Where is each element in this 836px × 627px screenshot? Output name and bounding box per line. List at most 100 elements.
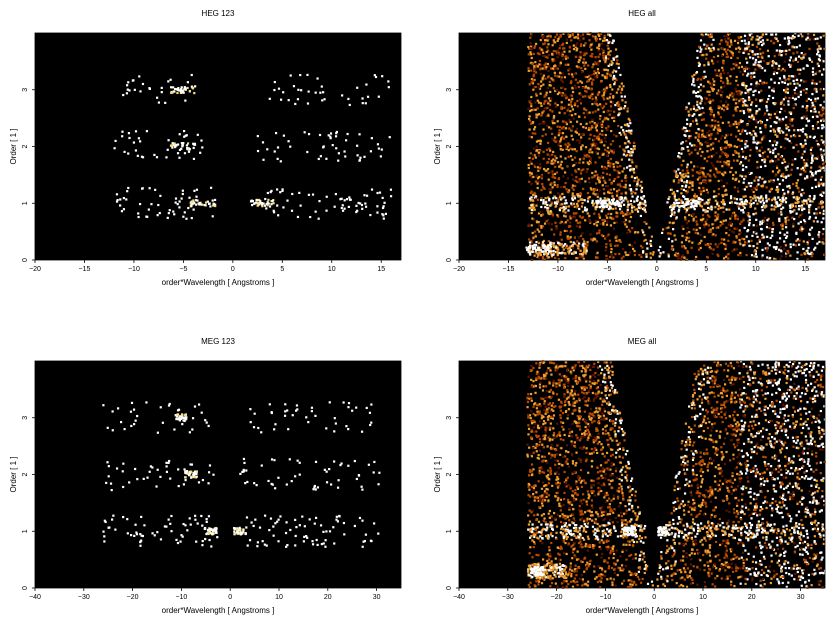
heatmap-cell: [810, 255, 813, 258]
heatmap-cell: [190, 216, 193, 220]
heatmap-cell: [548, 244, 551, 247]
heatmap-cell: [708, 130, 711, 133]
heatmap-cell: [811, 159, 814, 162]
heatmap-cell: [531, 245, 535, 249]
heatmap-cell: [694, 136, 697, 139]
heatmap-cell: [536, 186, 539, 190]
heatmap-cell: [716, 253, 719, 256]
heatmap-cell: [106, 426, 109, 429]
heatmap-cell: [699, 193, 703, 196]
heatmap-cell: [717, 226, 720, 229]
heatmap-cell: [562, 210, 565, 213]
heatmap-cell: [821, 191, 824, 194]
heatmap-cell: [539, 72, 542, 76]
heatmap-cell: [744, 91, 747, 95]
heatmap-cell: [752, 201, 755, 205]
heatmap-cell: [533, 46, 536, 49]
heatmap-cell: [750, 103, 753, 106]
heatmap-cell: [823, 100, 826, 103]
heatmap-cell: [781, 161, 784, 164]
heatmap-cell: [558, 209, 562, 212]
heatmap-cell: [186, 86, 189, 90]
heatmap-cell: [212, 528, 215, 531]
heatmap-cell: [634, 231, 637, 234]
heatmap-cell: [791, 182, 795, 186]
heatmap-cell: [627, 124, 630, 128]
heatmap-cell: [731, 177, 735, 180]
heatmap-cell: [557, 192, 560, 195]
heatmap-cell: [750, 72, 753, 75]
heatmap-cell: [184, 134, 187, 137]
heatmap-cell: [821, 159, 824, 162]
heatmap-cell: [784, 96, 787, 99]
heatmap-cell: [584, 126, 588, 130]
heatmap-cell: [571, 252, 574, 255]
heatmap-cell: [589, 187, 592, 190]
heatmap-cell: [808, 198, 811, 201]
heatmap-cell: [535, 71, 538, 74]
heatmap-cell: [536, 177, 540, 180]
heatmap-cell: [738, 144, 741, 148]
heatmap-cell: [574, 251, 577, 254]
heatmap-cell: [723, 146, 727, 150]
heatmap-cell: [528, 101, 532, 104]
heatmap-cell: [537, 241, 541, 245]
heatmap-cell: [554, 66, 558, 70]
heatmap-cell: [251, 199, 254, 203]
heatmap-cell: [782, 131, 785, 134]
heatmap-cell: [539, 246, 542, 249]
heatmap-cell: [719, 146, 723, 150]
heatmap-cell: [769, 125, 772, 128]
heatmap-cell: [586, 161, 589, 164]
heatmap-cell: [759, 48, 762, 51]
heatmap-cell: [719, 155, 722, 158]
heatmap-cell: [578, 195, 581, 198]
heatmap-cell: [614, 103, 617, 107]
heatmap-cell: [698, 107, 701, 110]
heatmap-cell: [129, 534, 133, 537]
heatmap-cell: [631, 161, 634, 164]
heatmap-cell: [747, 96, 751, 99]
heatmap-cell: [201, 544, 204, 547]
heatmap-cell: [578, 207, 581, 211]
heatmap-cell: [795, 182, 798, 185]
heatmap-cell: [548, 188, 551, 191]
heatmap-cell: [536, 255, 539, 258]
heatmap-cell: [609, 149, 612, 152]
heatmap-cell: [552, 197, 555, 200]
heatmap-cell: [552, 41, 555, 44]
heatmap-cell: [147, 208, 150, 211]
heatmap-cell: [681, 201, 684, 204]
heatmap-cell: [601, 120, 604, 123]
heatmap-cell: [530, 95, 533, 99]
heatmap-cell: [767, 148, 770, 151]
heatmap-cell: [348, 103, 351, 107]
heatmap-cell: [198, 201, 202, 205]
heatmap-cell: [725, 231, 728, 235]
heatmap-cell: [814, 99, 817, 103]
heatmap-cell: [574, 84, 577, 87]
heatmap-cell: [624, 101, 627, 104]
heatmap-cell: [765, 186, 768, 189]
heatmap-cell: [200, 411, 203, 414]
heatmap-cell: [550, 77, 553, 80]
heatmap-cell: [569, 231, 572, 234]
heatmap-cell: [674, 238, 677, 241]
heatmap-cell: [755, 110, 758, 113]
heatmap-cell: [558, 111, 561, 114]
heatmap-cell: [803, 115, 806, 118]
heatmap-cell: [812, 104, 815, 107]
heatmap-cell: [762, 204, 765, 207]
heatmap-cell: [577, 200, 580, 203]
heatmap-cell: [779, 79, 783, 82]
heatmap-cell: [290, 209, 294, 212]
heatmap-cell: [795, 239, 798, 242]
heatmap-cell: [693, 73, 696, 77]
heatmap-cell: [604, 89, 608, 93]
heatmap-cell: [693, 144, 696, 147]
heatmap-cell: [717, 48, 720, 51]
heatmap-cell: [743, 206, 746, 209]
heatmap-cell: [741, 202, 744, 206]
heatmap-cell: [561, 245, 564, 249]
